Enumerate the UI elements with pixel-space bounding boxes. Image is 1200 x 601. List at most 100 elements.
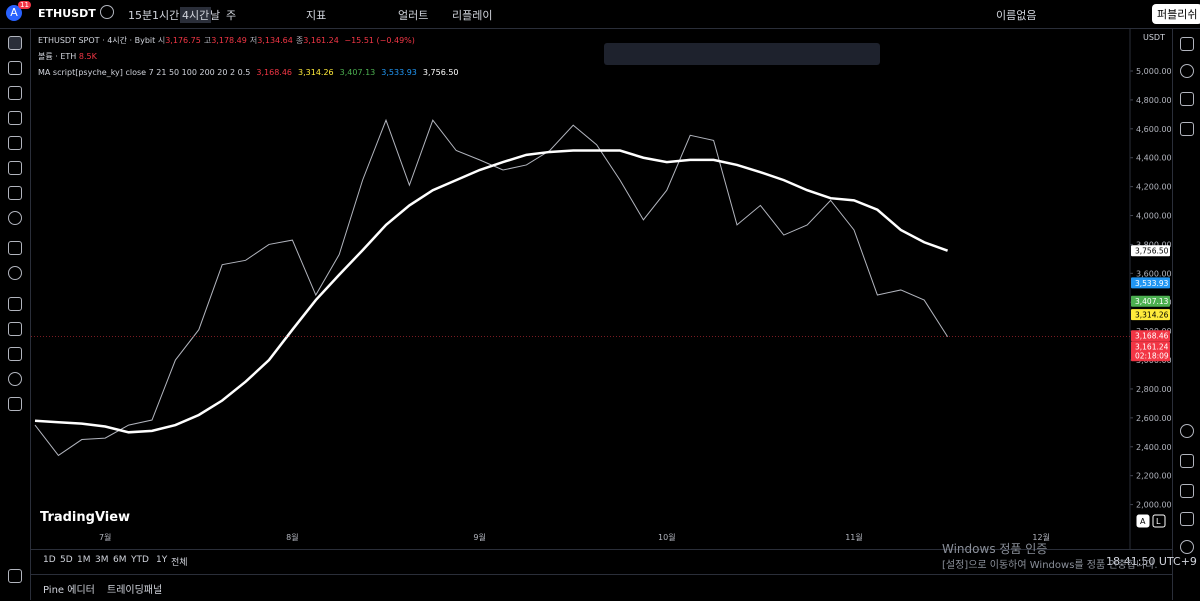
volume-value: 8.5K — [78, 52, 97, 61]
crosshair-tool[interactable] — [8, 36, 22, 50]
layers[interactable] — [1180, 92, 1194, 106]
interval[interactable]: 날 — [210, 9, 221, 22]
lock-drawing[interactable] — [8, 322, 22, 336]
x-tick-label: 12월 — [1032, 532, 1050, 542]
range-button[interactable]: 1D — [43, 555, 56, 565]
fib-tool[interactable] — [8, 86, 22, 100]
series-line — [34, 149, 949, 434]
icon-tool[interactable] — [8, 211, 22, 225]
chart: USDT 2,000.00 2,200.00 2,400.00 2,600.00 2,80… — [31, 29, 1172, 549]
brush-tool[interactable] — [8, 161, 22, 175]
price-tag — [1131, 309, 1170, 321]
help[interactable] — [1180, 540, 1194, 554]
x-tick-label: 10월 — [658, 532, 676, 542]
panel-tab[interactable]: Pine 에디터 — [43, 585, 95, 596]
ohlc-value: 3,176.75 — [165, 36, 201, 45]
favorites[interactable] — [8, 569, 22, 583]
volume-row: 볼륨 · ETH 8.5K — [38, 49, 459, 65]
y-tick-label: 2,200.00 — [1136, 472, 1172, 481]
price-tag-label: 3,161.24 — [1135, 343, 1169, 352]
y-tick-label: 2,000.00 — [1136, 501, 1172, 510]
interval[interactable]: 1시간 — [152, 9, 180, 22]
range-button[interactable]: 1Y — [156, 555, 168, 565]
symbol-line: ETHUSDT SPOT · 4시간 · Bybit — [38, 36, 156, 45]
layout-name[interactable]: 이름없음 — [996, 9, 1037, 22]
x-tick-label: 7월 — [99, 532, 111, 542]
forecast-tool[interactable] — [8, 136, 22, 150]
price-tag-label: 3,533.93 — [1135, 279, 1169, 288]
y-tick-label: 5,000.00 — [1136, 67, 1172, 76]
range-button[interactable]: 전체 — [171, 558, 188, 568]
chat[interactable] — [1180, 122, 1194, 136]
x-tick-label: 9월 — [473, 532, 485, 542]
range-button[interactable]: 5D — [60, 555, 73, 565]
range-button[interactable]: 1M — [77, 555, 91, 565]
notes[interactable] — [1180, 512, 1194, 526]
panel-tab[interactable]: 트레이딩패널 — [107, 585, 163, 596]
magnet-tool[interactable] — [8, 297, 22, 311]
scale-button[interactable] — [1152, 514, 1166, 528]
range-button[interactable]: YTD — [131, 555, 149, 565]
ideas[interactable] — [1180, 424, 1194, 438]
price-tag-label: 3,407.13 — [1135, 297, 1169, 306]
news[interactable] — [1180, 484, 1194, 498]
price-tag-label: 3,314.26 — [1135, 311, 1169, 320]
avatar[interactable]: A — [6, 5, 22, 21]
windows-watermark-text: [설정]으로 이동하여 Windows를 정품 인증합니다. — [942, 560, 1158, 571]
measure-tool[interactable] — [8, 241, 22, 255]
lock-tool[interactable] — [8, 347, 22, 361]
alert[interactable]: 얼러트 — [398, 9, 429, 22]
price-tag — [1131, 277, 1170, 289]
watchlist[interactable] — [1180, 37, 1194, 51]
interval[interactable]: 주 — [226, 9, 237, 22]
ohlc-label: 종 — [295, 36, 304, 45]
panel-bar: Pine 에디터 트레이딩패널 — [31, 574, 1172, 601]
trend-tool[interactable] — [8, 61, 22, 75]
compare-button[interactable] — [100, 5, 114, 19]
windows-watermark-title: Windows 정품 인증 — [942, 542, 1048, 556]
alerts[interactable] — [1180, 64, 1194, 78]
indicators[interactable]: 지표 — [306, 9, 327, 22]
range-bar: 1D 5D 1M 3M 6M YTD 1Y 전체 18:41:50 UTC+9 — [31, 549, 1197, 573]
zoom-tool[interactable] — [8, 266, 22, 280]
replay[interactable]: 리플레이 — [452, 9, 493, 22]
series-line — [34, 118, 949, 457]
interval[interactable]: 4시간 — [180, 7, 212, 23]
y-tick-label: 2,400.00 — [1136, 443, 1172, 452]
range-button[interactable]: 3M — [95, 555, 109, 565]
publish-button[interactable]: 퍼블리쉬 — [1152, 4, 1200, 24]
x-tick-label: 8월 — [286, 532, 298, 542]
delete-tool[interactable] — [8, 397, 22, 411]
change: −15.51 (−0.49%) — [344, 36, 415, 45]
ohlc-value: 3,161.24 — [303, 36, 339, 45]
y-tick-label: 4,400.00 — [1136, 154, 1172, 163]
interval[interactable]: 15분 — [128, 9, 153, 22]
logo: TradingView — [40, 510, 131, 525]
ohlc-label: 시 — [157, 36, 166, 45]
price-tag-label: 3,756.50 — [1135, 247, 1169, 256]
y-tick-label: 4,800.00 — [1136, 96, 1172, 105]
text-tool[interactable] — [8, 186, 22, 200]
pattern-tool[interactable] — [8, 111, 22, 125]
price-tag-label: 3,168.46 — [1135, 332, 1169, 341]
price-tag — [1131, 295, 1170, 307]
symbol[interactable]: ETHUSDT — [38, 7, 96, 20]
ohlc-label: 고 — [203, 36, 212, 45]
y-tick-label: 4,000.00 — [1136, 212, 1172, 221]
currency: USDT — [1143, 33, 1165, 42]
clock: 18:41:50 UTC+9 — [1106, 555, 1197, 568]
legend: ETHUSDT SPOT · 4시간 · Bybit 시3,176.75 고3,1… — [38, 33, 459, 81]
calendar[interactable] — [1180, 454, 1194, 468]
top-toolbar: A 11 ETHUSDT 15분 1시간 4시간 날 주 지표 얼러트 리플레이 이름없… — [0, 0, 1200, 29]
ma-row: MA script[psyche_ky] close 7 21 50 100 2… — [38, 65, 459, 81]
scale-mode: A — [1140, 517, 1146, 526]
scale-button[interactable] — [1136, 514, 1150, 528]
y-tick-label: 3,800.00 — [1136, 240, 1172, 249]
ohlc-label: 저 — [249, 36, 258, 45]
hide-tool[interactable] — [8, 372, 22, 386]
range-button[interactable]: 6M — [113, 555, 127, 565]
ma-value: 3,407.13 — [339, 68, 376, 77]
right-sidebar — [1172, 29, 1200, 600]
ohlc-value: 3,178.49 — [211, 36, 247, 45]
